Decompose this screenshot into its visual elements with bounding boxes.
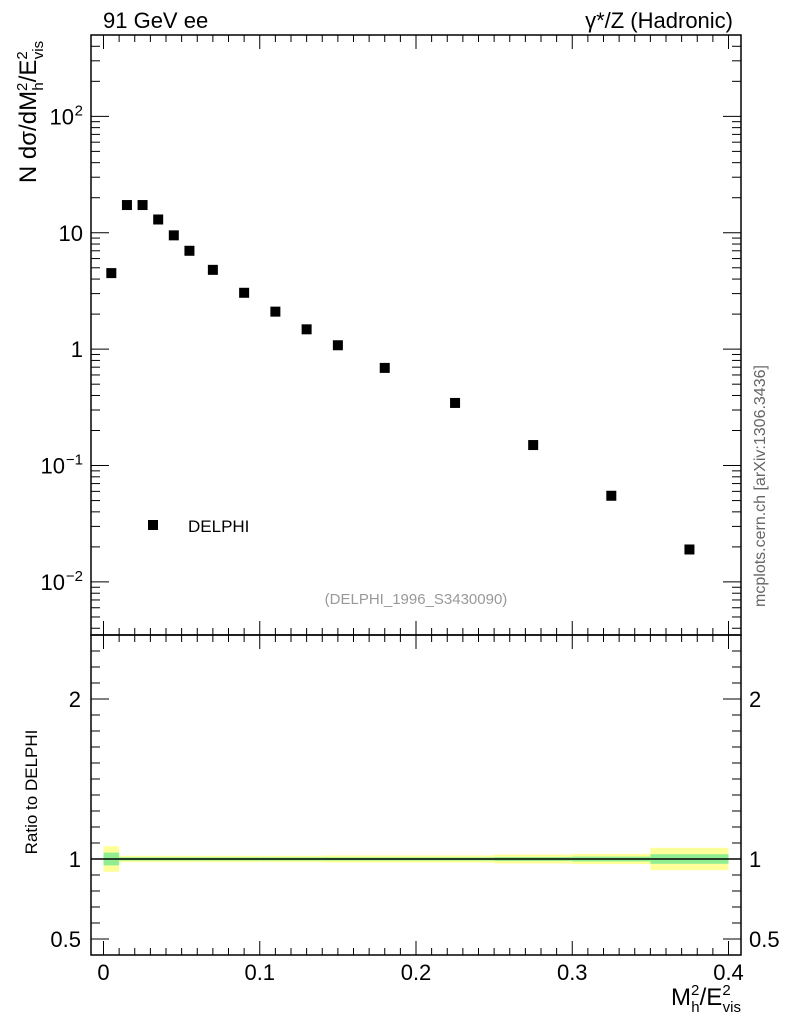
ratio-panel-frame (90, 634, 742, 956)
header-right: γ*/Z (Hadronic) (585, 8, 733, 33)
y-tick-label-exponent: 2 (75, 102, 83, 119)
data-point (106, 268, 117, 279)
legend-marker (148, 520, 158, 530)
y-axis-title-ratio: Ratio to DELPHI (22, 730, 41, 855)
x-tick-label: 0.4 (713, 960, 744, 985)
data-point (168, 230, 179, 241)
data-point (379, 362, 390, 373)
data-point (332, 340, 343, 351)
watermark: mcplots.cern.ch [arXiv:1306.3436] (752, 365, 769, 607)
y-tick-label-exponent: −1 (66, 452, 83, 469)
x-tick-label: 0.3 (557, 960, 588, 985)
main-panel-frame (90, 34, 742, 636)
data-point (239, 287, 250, 298)
ratio-y-tick-label-left: 0.5 (50, 927, 81, 952)
data-point (121, 200, 132, 211)
y-axis-title-main: N dσ/dM2h/E2vis (14, 41, 47, 183)
x-tick-label: 0.1 (244, 960, 275, 985)
legend-label: DELPHI (188, 517, 249, 536)
x-tick-label: 0 (97, 960, 109, 985)
ratio-y-tick-label-left: 2 (69, 687, 81, 712)
data-point (184, 245, 195, 256)
y-tick-label: 10 (41, 454, 65, 479)
x-axis-title: M2 h/E2 vis (671, 982, 741, 1016)
data-point (137, 200, 148, 211)
data-point (528, 440, 539, 451)
x-tick-label: 0.2 (401, 960, 432, 985)
header-left: 91 GeV ee (103, 8, 208, 33)
data-point (207, 264, 218, 275)
x-ticks (103, 35, 729, 955)
y-tick-label: 10 (59, 221, 83, 246)
y-tick-label: 10 (50, 104, 74, 129)
data-point (684, 544, 695, 555)
y-tick-label: 10 (41, 570, 65, 595)
y-tick-label: 1 (71, 337, 83, 362)
analysis-tag: (DELPHI_1996_S3430090) (325, 591, 508, 608)
ratio-y-tick-label-right: 0.5 (749, 927, 780, 952)
data-point (153, 214, 164, 225)
data-point (606, 490, 617, 501)
data-point (301, 324, 312, 335)
data-point (450, 397, 461, 408)
ratio-y-tick-label-right: 1 (749, 847, 761, 872)
y-ticks-ratio (91, 634, 741, 956)
y-ticks-main (91, 34, 741, 629)
ratio-y-tick-label-right: 2 (749, 687, 761, 712)
y-tick-label-exponent: −2 (66, 568, 83, 585)
series-delphi (106, 200, 695, 555)
data-point (270, 306, 281, 317)
ratio-y-tick-label-left: 1 (69, 847, 81, 872)
